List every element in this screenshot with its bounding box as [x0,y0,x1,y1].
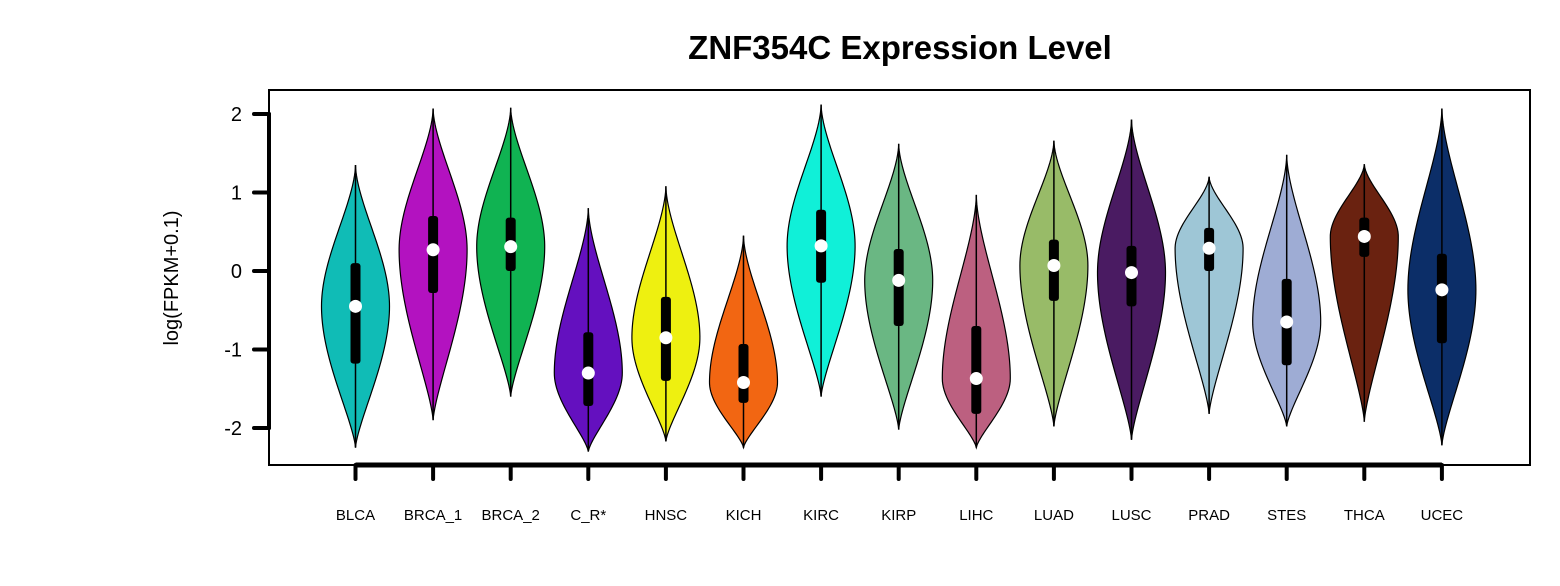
violin-median-point [1202,241,1216,255]
violin-iqr-box [738,344,749,403]
x-tick-label: PRAD [1188,507,1230,524]
violin-prad [1174,176,1244,414]
y-axis: -2 -1 0 1 2 [224,104,271,440]
violin-kich [708,235,779,450]
y-tick-label: 0 [231,261,242,283]
violin-median-point [892,273,906,287]
x-tick-label: LIHC [959,507,993,524]
violin-iqr-box [1436,253,1447,344]
y-axis-label: log(FPKM+0.1) [161,210,183,345]
violin-median-point [1125,266,1138,280]
violin-lusc [1096,119,1167,440]
violin-median-point [581,366,595,380]
violin-median-point [1435,283,1449,297]
violin-median-point [426,243,440,257]
x-axis: BLCA BRCA_1 BRCA_2 C_R* HNSC KICH KIRC KIRP LIHC… [336,462,1464,524]
violin-brca-1 [398,108,468,421]
chart-title: ZNF354C Expression Level [688,29,1112,66]
violin-median-point [969,372,983,386]
violin-median-point [814,239,828,253]
x-tick-label: KIRP [881,507,916,524]
y-tick-label: -1 [224,340,242,362]
violin-kirc [786,104,856,397]
x-tick-label: UCEC [1421,507,1464,524]
x-tick-label: LUAD [1034,507,1074,524]
violin-median-point [1357,229,1371,243]
y-tick-label: 1 [231,183,242,205]
violin-stes [1252,154,1322,427]
violin-median-point [349,299,362,313]
y-tick-label: 2 [231,104,242,126]
x-tick-label: BLCA [336,507,375,524]
y-tick-label: -2 [224,418,242,440]
x-tick-label: THCA [1344,507,1385,524]
x-tick-label: KICH [726,507,762,524]
violin-median-point [659,331,673,345]
x-tick-label: KIRC [803,507,839,524]
violin-luad [1019,140,1089,427]
violin-hnsc [631,186,701,442]
violin-brca-2 [476,107,546,397]
violin-iqr-box [893,249,904,326]
violin-iqr-box [971,325,982,414]
violin-c-r- [553,208,623,452]
violin-lihc [941,194,1011,450]
violin-median-point [737,375,750,389]
x-tick-label: STES [1267,507,1306,524]
violin-blca [320,164,391,448]
x-tick-label: BRCA_2 [482,507,540,524]
violin-iqr-box [350,263,361,364]
violin-median-point [504,240,518,254]
violin-series [320,104,1477,452]
violin-median-point [1047,259,1061,273]
x-tick-label: HNSC [645,507,688,524]
violin-kirp [864,143,934,430]
x-tick-label: LUSC [1111,507,1151,524]
violin-thca [1329,164,1399,422]
x-tick-label: BRCA_1 [404,507,462,524]
violin-median-point [1280,315,1294,329]
x-tick-label: C_R* [570,507,606,524]
violin-ucec [1407,108,1477,446]
